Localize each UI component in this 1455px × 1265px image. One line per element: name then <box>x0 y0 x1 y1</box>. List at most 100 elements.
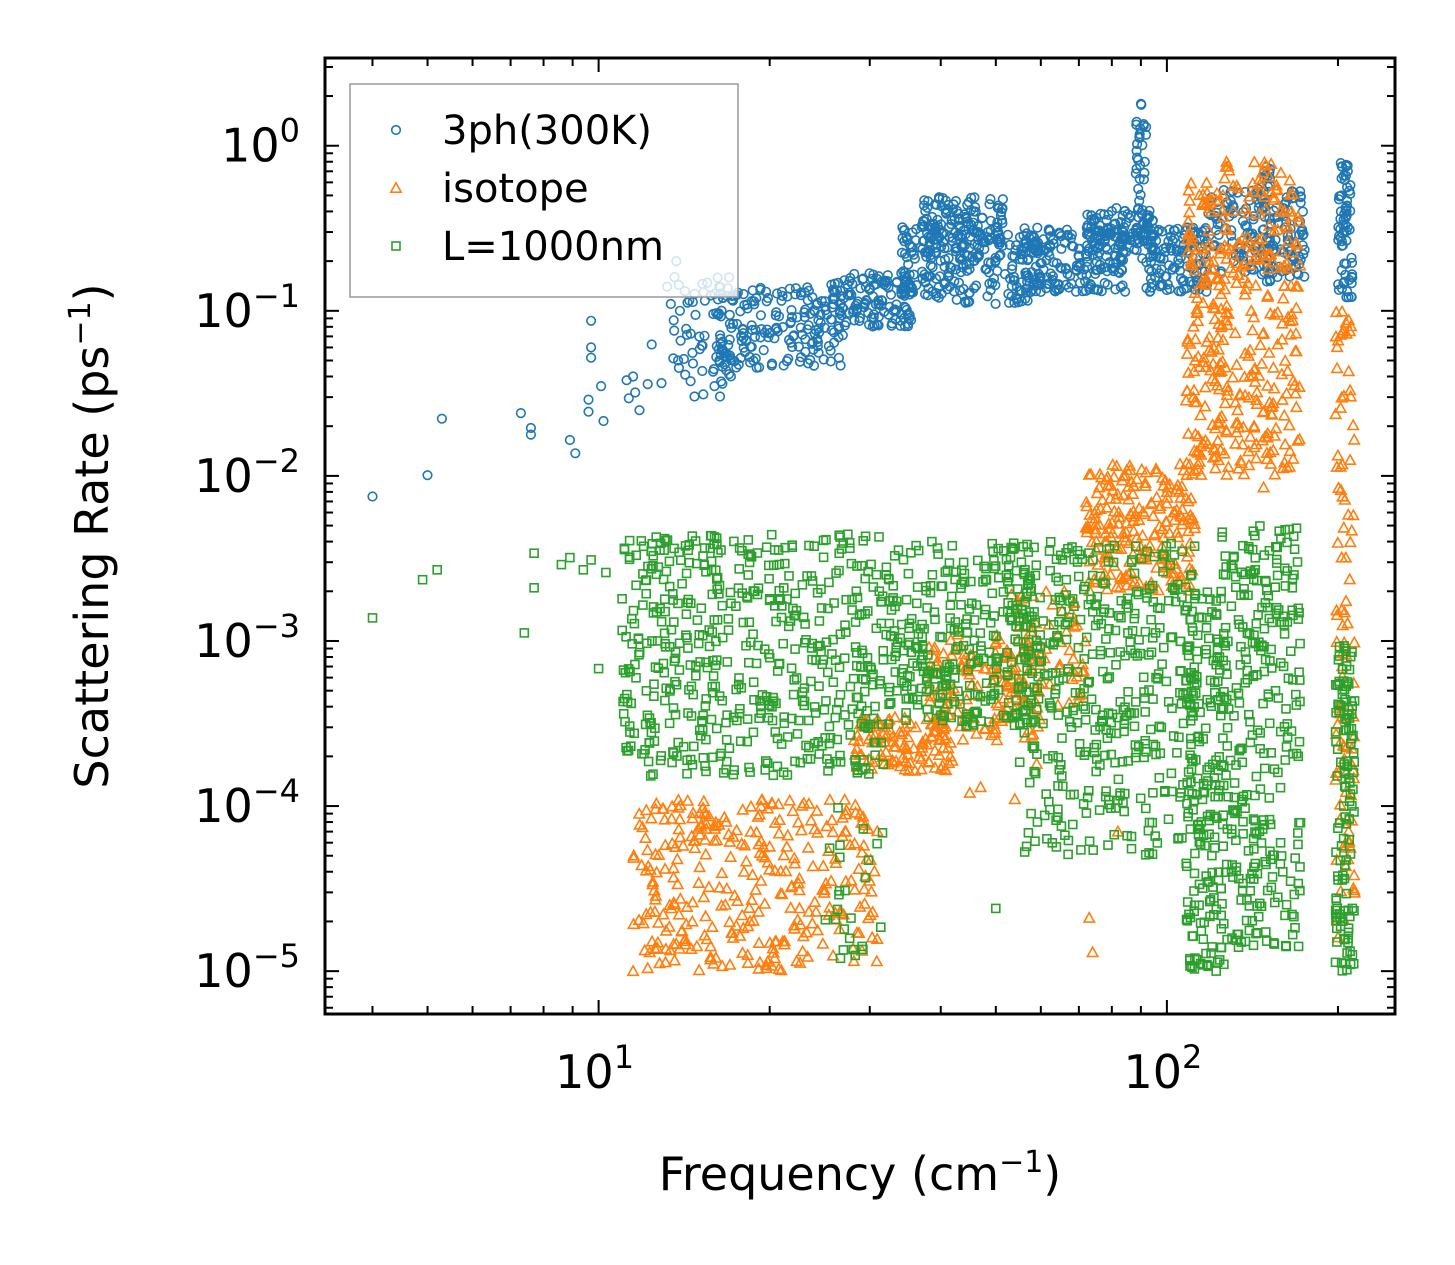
data-point-triangle <box>824 874 838 887</box>
data-point-triangle <box>1257 480 1271 493</box>
data-point-square <box>858 824 869 834</box>
data-point-triangle <box>1253 338 1267 351</box>
data-point-square <box>1349 696 1360 706</box>
data-point-square <box>704 625 715 635</box>
data-point-circle <box>1017 254 1028 265</box>
data-point-circle <box>940 195 951 206</box>
data-point-square <box>772 733 783 744</box>
data-point-triangle <box>1256 248 1271 261</box>
data-point-circle <box>1038 264 1049 275</box>
data-point-square <box>1238 828 1248 839</box>
data-point-triangle <box>649 796 663 809</box>
data-point-circle <box>958 238 969 249</box>
data-point-square <box>1216 883 1226 894</box>
data-point-circle <box>925 260 936 271</box>
data-point-square <box>1073 642 1084 653</box>
data-point-circle <box>630 387 641 398</box>
data-point-square <box>734 673 744 683</box>
y-tick-label: 10−5 <box>194 937 300 998</box>
data-point-square <box>1032 817 1043 827</box>
data-point-square <box>764 595 775 606</box>
data-point-triangle <box>1216 354 1230 367</box>
data-point-triangle <box>1346 508 1360 521</box>
data-point-square <box>818 552 829 563</box>
data-point-triangle <box>932 733 946 746</box>
data-point-triangle <box>1275 316 1289 329</box>
data-point-square <box>890 601 900 612</box>
data-point-triangle <box>1347 432 1361 445</box>
data-point-square <box>1044 698 1055 708</box>
data-point-triangle <box>1275 393 1289 405</box>
data-point-square <box>1212 957 1223 968</box>
data-point-square <box>1235 660 1246 670</box>
data-point-square <box>1295 817 1306 828</box>
data-point-triangle <box>1228 326 1242 339</box>
data-point-circle <box>909 253 921 264</box>
data-point-square <box>1293 941 1304 952</box>
data-point-square <box>797 696 808 707</box>
data-point-triangle <box>1292 380 1306 393</box>
data-point-triangle <box>1107 470 1121 483</box>
data-point-square <box>1206 948 1216 958</box>
data-point-triangle <box>648 942 662 955</box>
data-point-triangle <box>1182 183 1196 196</box>
data-point-square <box>993 685 1004 695</box>
data-point-square <box>1295 862 1305 872</box>
data-point-circle <box>674 305 686 316</box>
data-point-circle <box>1028 231 1039 242</box>
data-point-square <box>711 636 721 647</box>
data-point-square <box>935 631 945 642</box>
data-point-circle <box>1002 229 1014 240</box>
data-point-square <box>913 545 924 556</box>
data-point-circle <box>646 339 657 350</box>
data-point-square <box>1186 739 1196 750</box>
data-point-square <box>578 564 589 575</box>
data-point-triangle <box>850 742 864 754</box>
data-point-triangle <box>829 856 843 869</box>
data-point-circle <box>1341 206 1352 217</box>
data-point-square <box>1213 791 1223 802</box>
data-point-circle <box>759 327 770 339</box>
data-point-square <box>691 661 701 672</box>
data-point-square <box>1148 694 1158 704</box>
data-point-triangle <box>723 957 737 970</box>
data-point-circle <box>1336 236 1347 247</box>
data-point-circle <box>958 225 969 236</box>
data-point-square <box>891 642 902 653</box>
data-point-triangle <box>1112 505 1126 518</box>
data-point-square <box>964 680 975 691</box>
data-point-triangle <box>1134 540 1148 553</box>
data-point-square <box>1026 586 1036 596</box>
data-point-square <box>981 678 992 689</box>
data-point-square <box>753 583 764 594</box>
data-point-triangle <box>823 793 837 805</box>
data-point-square <box>1236 895 1246 905</box>
data-point-triangle <box>1190 306 1204 319</box>
data-point-square <box>1341 855 1351 865</box>
data-point-triangle <box>936 722 950 735</box>
data-point-square <box>1183 808 1194 819</box>
data-point-square <box>858 944 868 955</box>
data-point-triangle <box>646 877 660 890</box>
data-point-square <box>1266 747 1276 758</box>
data-point-triangle <box>696 801 710 814</box>
data-point-square <box>868 713 879 724</box>
data-point-circle <box>1333 194 1344 205</box>
data-point-square <box>1063 849 1073 860</box>
data-point-square <box>643 756 654 767</box>
data-point-square <box>1054 764 1065 775</box>
legend-marker-circle <box>390 124 402 136</box>
data-point-square <box>1274 526 1284 537</box>
data-point-triangle <box>759 961 773 974</box>
data-point-square <box>701 566 711 577</box>
data-point-triangle <box>1095 493 1109 506</box>
data-point-square <box>998 545 1009 556</box>
data-point-square <box>768 770 779 781</box>
data-point-square <box>1008 538 1019 549</box>
data-point-circle <box>725 371 737 382</box>
data-point-square <box>669 543 679 554</box>
data-point-square <box>1140 626 1151 637</box>
data-point-circle <box>786 305 797 316</box>
data-point-circle <box>755 310 767 321</box>
